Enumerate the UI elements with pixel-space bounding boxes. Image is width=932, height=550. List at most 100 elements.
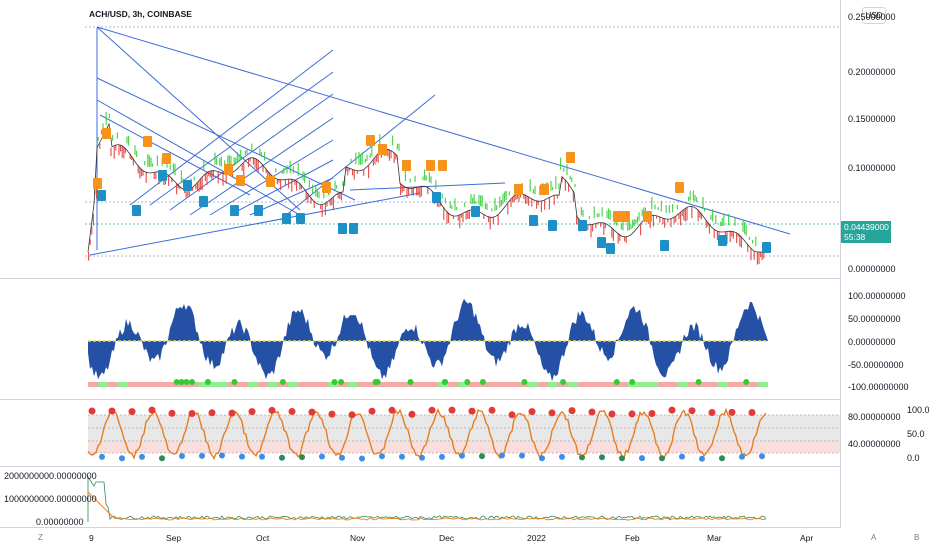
price-candle: [134, 145, 136, 155]
price-candle: [321, 204, 323, 217]
stochastic-overbought-dot: [748, 409, 756, 416]
price-candle: [696, 197, 698, 203]
oscillator-signal-dot: [695, 379, 702, 385]
count-marker-blue: [660, 240, 669, 251]
price-candle: [174, 163, 176, 176]
oscillator-state-bar: [438, 382, 448, 387]
price-candle: [467, 211, 469, 219]
price-candle: [752, 239, 754, 244]
count-marker-orange: [378, 144, 387, 155]
stochastic-oversold-dot: [639, 455, 645, 462]
count-marker-orange: [438, 160, 447, 171]
price-candle: [552, 187, 554, 191]
oscillator-state-bar: [618, 382, 628, 387]
price-candle: [625, 236, 627, 243]
price-candle: [534, 186, 536, 195]
stochastic-overbought-dot: [708, 409, 716, 416]
stochastic-oversold-dot: [439, 453, 445, 460]
price-candle: [233, 157, 235, 166]
price-candle: [633, 219, 635, 227]
price-candle: [745, 225, 747, 236]
stochastic-overbought-dot: [588, 408, 596, 416]
time-axis-button-b[interactable]: B: [914, 533, 920, 542]
price-candle: [492, 217, 494, 224]
price-candle: [537, 201, 539, 206]
price-candle: [121, 145, 123, 158]
price-candle: [419, 186, 421, 198]
time-axis-button-z[interactable]: Z: [38, 533, 43, 542]
price-candle: [763, 252, 765, 259]
stochastic-oversold-dot: [159, 455, 165, 462]
price-candle: [185, 189, 187, 198]
symbol-title[interactable]: ACH/USD, 3h, COINBASE: [89, 9, 192, 19]
price-candle: [689, 190, 691, 201]
price-axis-tick: 0.10000000: [848, 163, 896, 173]
price-candle: [603, 222, 605, 235]
price-candle: [294, 179, 296, 185]
time-axis-label: Apr: [800, 533, 814, 543]
pane-divider[interactable]: [0, 466, 840, 467]
stochastic-oversold-dot: [199, 452, 205, 459]
stochastic-oversold-dot: [599, 454, 605, 461]
count-marker-blue: [606, 243, 615, 254]
oscillator-state-bar: [308, 382, 318, 387]
time-axis-button-a[interactable]: A: [871, 533, 877, 542]
oscillator-state-bar: [678, 382, 688, 387]
stochastic-overbought-dot: [408, 410, 416, 418]
price-candle: [704, 208, 706, 212]
bar-countdown: 55:38: [844, 232, 866, 242]
price-candle: [102, 123, 104, 132]
price-candle: [435, 180, 437, 190]
price-candle: [468, 210, 470, 219]
price-candle: [760, 252, 762, 258]
price-candle: [502, 193, 504, 204]
stochastic-oversold-dot: [219, 452, 225, 459]
price-candle: [440, 202, 442, 207]
oscillator-state-bar: [658, 382, 668, 387]
price-candle: [441, 193, 443, 199]
price-candle: [715, 215, 717, 225]
price-candle: [408, 188, 410, 196]
price-candle: [451, 205, 453, 210]
currency-button[interactable]: USD: [862, 7, 886, 24]
price-candle: [486, 203, 488, 210]
price-candle: [332, 197, 334, 211]
price-candle: [336, 185, 338, 189]
price-candle: [296, 180, 298, 191]
price-candle: [371, 146, 373, 157]
stochastic-overbought-dot: [148, 406, 156, 414]
price-candle: [297, 163, 299, 176]
price-candle: [227, 155, 229, 168]
oscillator-state-bar: [148, 382, 158, 387]
price-candle: [505, 190, 507, 200]
price-candle: [177, 184, 179, 189]
price-candle: [236, 152, 238, 164]
price-candle: [116, 132, 118, 139]
price-candle: [228, 154, 230, 168]
price-candle: [712, 209, 714, 222]
price-candle: [515, 195, 517, 200]
price-candle: [654, 204, 656, 210]
price-candle: [422, 176, 424, 181]
stochastic-oversold-dot: [419, 454, 425, 461]
price-candle: [112, 134, 114, 141]
stochastic-overbought-dot: [528, 408, 536, 416]
price-candle: [292, 166, 294, 174]
price-candle: [404, 171, 406, 181]
stochastic-band: [88, 441, 840, 453]
price-candle: [348, 168, 350, 171]
price-candle: [368, 165, 370, 179]
price-candle: [606, 210, 608, 218]
oscillator-signal-dot: [464, 379, 471, 385]
pane-divider[interactable]: [0, 399, 840, 400]
stochastic-oversold-dot: [379, 453, 385, 460]
price-candle: [499, 196, 501, 208]
pane-divider[interactable]: [0, 278, 840, 279]
price-candle: [424, 169, 426, 181]
oscillator-state-bar: [118, 382, 128, 387]
price-candle: [500, 200, 502, 206]
price-candle: [347, 167, 349, 176]
stochastic-oversold-dot: [759, 453, 765, 460]
stochastic-oversold-dot: [739, 453, 745, 460]
